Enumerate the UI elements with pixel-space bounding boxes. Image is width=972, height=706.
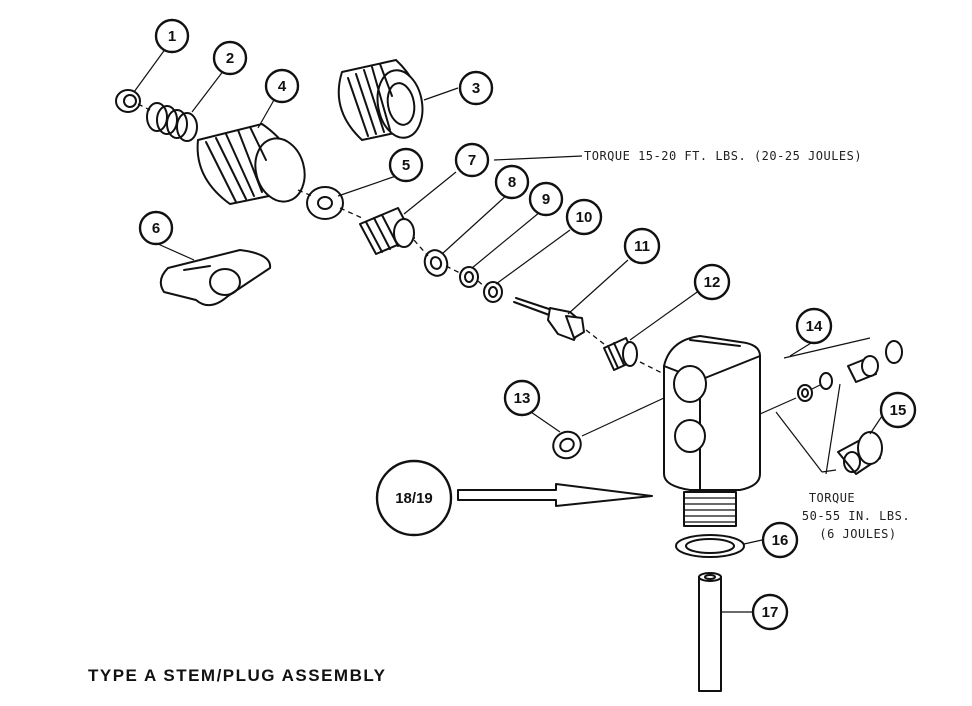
part-14-side-fittings <box>797 340 903 402</box>
part-5-washer <box>306 186 344 220</box>
part-17-tube <box>698 572 722 692</box>
part-9-ring <box>459 266 479 288</box>
leader-lines <box>133 47 883 613</box>
callout-15: 15 <box>879 391 917 429</box>
callout-8: 8 <box>494 164 530 200</box>
part-3-ribbed-knob <box>337 59 424 141</box>
callout-1: 1 <box>154 18 190 54</box>
callout-7: 7 <box>454 142 490 178</box>
callout-17-label: 17 <box>762 604 779 621</box>
part-16-gasket <box>675 534 745 558</box>
torque-note-upper: TORQUE 15-20 FT. LBS. (20-25 JOULES) <box>584 149 862 163</box>
part-10-ring <box>483 281 503 303</box>
callout-14-label: 14 <box>806 318 823 335</box>
callout-1-label: 1 <box>168 28 176 45</box>
pointer-arrow <box>457 483 653 507</box>
callout-11: 11 <box>623 227 661 265</box>
callout-16: 16 <box>761 521 799 559</box>
callout-4-label: 4 <box>278 78 287 95</box>
callout-7-label: 7 <box>468 152 476 169</box>
callout-12-label: 12 <box>704 274 721 291</box>
callout-15-label: 15 <box>890 402 907 419</box>
callout-16-label: 16 <box>772 532 789 549</box>
callout-13-label: 13 <box>514 390 531 407</box>
callout-18-19-label: 18/19 <box>395 490 433 507</box>
callout-17: 17 <box>751 593 789 631</box>
callout-2: 2 <box>212 40 248 76</box>
part-6-wing-clip <box>159 249 272 307</box>
part-13-o-ring <box>552 430 582 460</box>
callout-3-label: 3 <box>472 80 480 97</box>
callout-11-label: 11 <box>634 238 650 255</box>
part-15-hex-fitting <box>837 431 883 475</box>
torque-note-lower-line3: (6 JOULES) <box>819 527 896 541</box>
part-7-bushing <box>359 207 415 255</box>
callout-10-label: 10 <box>576 209 593 226</box>
assembly-lines <box>137 103 871 475</box>
callout-13: 13 <box>503 379 541 417</box>
part-4-handle-knob <box>196 123 306 205</box>
part-11-stem <box>513 297 585 341</box>
callout-18-19: 18/19 <box>375 459 453 537</box>
valve-body <box>663 335 761 491</box>
callout-6-label: 6 <box>152 220 160 237</box>
callout-3: 3 <box>458 70 494 106</box>
valve-thread-base <box>683 491 737 527</box>
part-12-plug <box>603 337 638 371</box>
callout-5-label: 5 <box>402 157 410 174</box>
torque-note-lower-line1: TORQUE <box>809 491 855 505</box>
callout-6: 6 <box>138 210 174 246</box>
callout-12: 12 <box>693 263 731 301</box>
callout-2-label: 2 <box>226 50 234 67</box>
callout-9-label: 9 <box>542 191 550 208</box>
callout-10: 10 <box>565 198 603 236</box>
callout-14: 14 <box>795 307 833 345</box>
part-2-spring <box>146 102 198 142</box>
part-8-gasket <box>423 249 449 277</box>
callout-8-label: 8 <box>508 174 516 191</box>
diagram-title: TYPE A STEM/PLUG ASSEMBLY <box>88 666 387 685</box>
callout-5: 5 <box>388 147 424 183</box>
callout-9: 9 <box>528 181 564 217</box>
callout-4: 4 <box>264 68 300 104</box>
torque-note-lower-line2: 50-55 IN. LBS. <box>802 509 910 523</box>
part-1-nut <box>115 89 141 113</box>
